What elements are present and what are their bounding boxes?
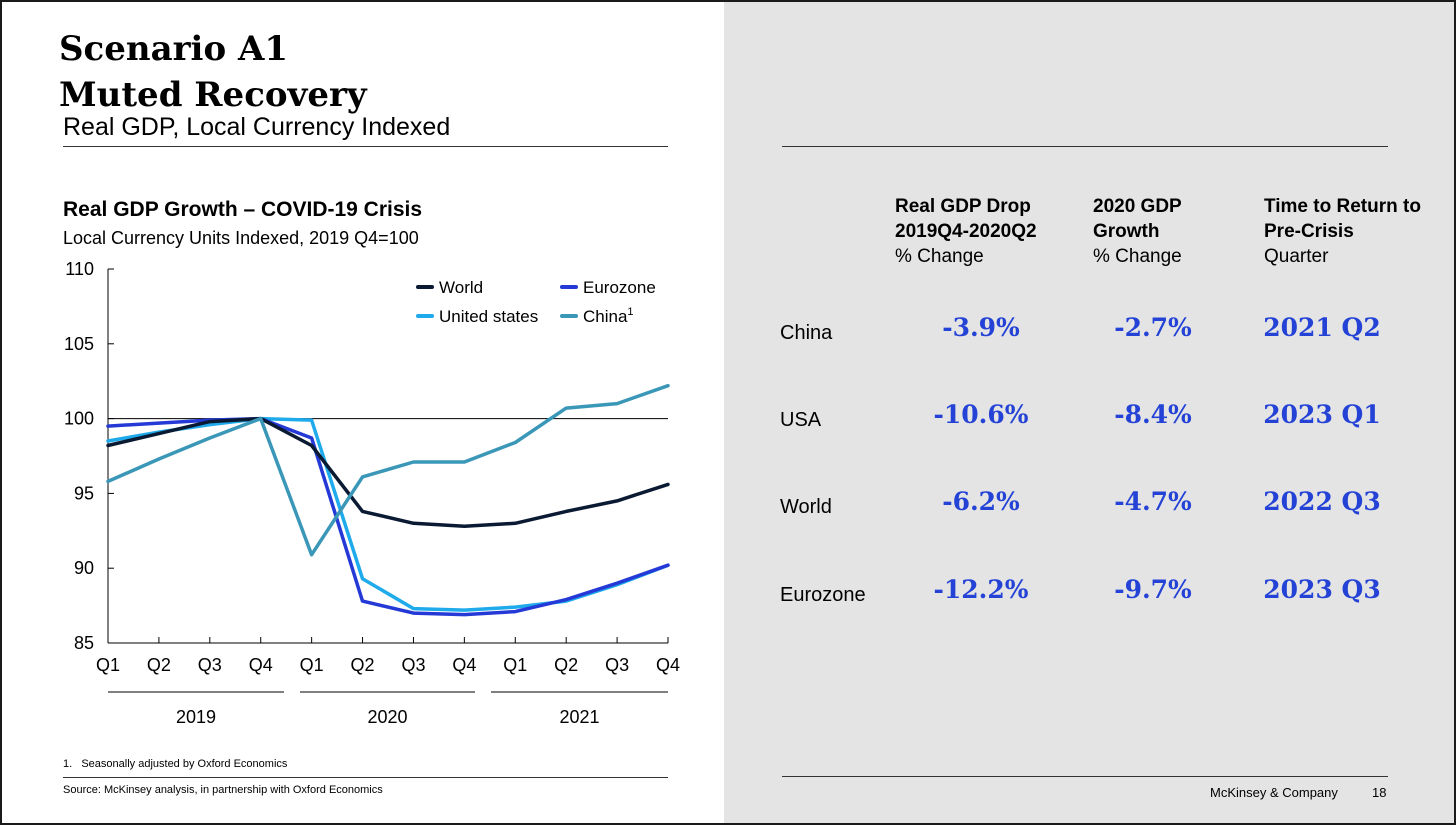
series-line-world: [106, 416, 670, 529]
growth-value: -4.7%: [1114, 487, 1192, 516]
x-tick-label: Q3: [605, 655, 629, 675]
legend-china-superscript: 1: [627, 306, 633, 318]
col-growth-title-1: 2020 GDP: [1093, 196, 1182, 217]
drop-value: -3.9%: [942, 313, 1020, 342]
column-header-return: Time to Return to Pre-Crisis Quarter: [1264, 194, 1421, 269]
row-label: USA: [780, 409, 822, 431]
return-value: 2022 Q3: [1263, 487, 1381, 516]
year-group-label: 2021: [559, 707, 599, 727]
col-return-title-1: Time to Return to: [1264, 196, 1421, 217]
x-tick-label: Q3: [401, 655, 425, 675]
x-tick-label: Q1: [96, 655, 120, 675]
slide-title: Scenario A1 Muted Recovery: [59, 26, 367, 118]
x-tick-label: Q1: [300, 655, 324, 675]
drop-value: -6.2%: [942, 487, 1020, 516]
chart-subtitle: Local Currency Units Indexed, 2019 Q4=10…: [63, 228, 419, 248]
title-line-1: Scenario A1: [59, 29, 289, 69]
x-tick-label: Q2: [554, 655, 578, 675]
legend-united-states-label: United states: [439, 307, 538, 326]
legend-world-label: World: [439, 278, 483, 297]
col-drop-unit: % Change: [895, 246, 984, 267]
x-tick-label: Q4: [452, 655, 476, 675]
row-label: China: [780, 322, 833, 344]
x-tick-label: Q4: [249, 655, 273, 675]
footer-brand: McKinsey & Company: [1210, 785, 1338, 800]
return-value: 2021 Q2: [1263, 313, 1381, 342]
x-tick-label: Q4: [656, 655, 680, 675]
year-group-label: 2020: [367, 707, 407, 727]
row-label: World: [780, 496, 832, 518]
x-tick-label: Q1: [503, 655, 527, 675]
series-line-united-states: [106, 416, 670, 612]
title-line-2: Muted Recovery: [59, 75, 367, 115]
col-growth-unit: % Change: [1093, 246, 1182, 267]
page-number: 18: [1372, 785, 1387, 800]
right-top-rule: [782, 146, 1388, 147]
col-growth-title-2: Growth: [1093, 221, 1160, 242]
y-tick-label: 85: [74, 633, 94, 653]
column-header-drop: Real GDP Drop 2019Q4-2020Q2 % Change: [895, 194, 1037, 269]
y-tick-label: 95: [74, 483, 94, 503]
growth-value: -2.7%: [1114, 313, 1192, 342]
col-return-unit: Quarter: [1264, 246, 1329, 267]
x-tick-label: Q2: [351, 655, 375, 675]
series-line-china: [106, 383, 670, 557]
return-value: 2023 Q1: [1263, 400, 1381, 429]
return-value: 2023 Q3: [1263, 575, 1381, 604]
growth-value: -9.7%: [1114, 575, 1192, 604]
footnote: 1. Seasonally adjusted by Oxford Economi…: [63, 758, 288, 770]
y-tick-label: 100: [64, 409, 94, 429]
y-tick-label: 105: [64, 334, 94, 354]
slide-subtitle: Real GDP, Local Currency Indexed: [63, 113, 451, 141]
series-line-eurozone: [106, 416, 670, 617]
x-tick-label: Q2: [147, 655, 171, 675]
growth-value: -8.4%: [1114, 400, 1192, 429]
footnote-rule: [63, 777, 668, 778]
title-rule: [63, 146, 668, 147]
footer-rule: [782, 776, 1388, 777]
year-group-label: 2019: [176, 707, 216, 727]
col-drop-title-1: Real GDP Drop: [895, 196, 1031, 217]
y-tick-label: 90: [74, 558, 94, 578]
col-drop-title-2: 2019Q4-2020Q2: [895, 221, 1037, 242]
col-return-title-2: Pre-Crisis: [1264, 221, 1354, 242]
y-tick-label: 110: [65, 259, 94, 279]
x-tick-label: Q3: [198, 655, 222, 675]
legend-china-label: China1: [583, 306, 634, 326]
drop-value: -10.6%: [933, 400, 1029, 429]
right-panel: [724, 2, 1454, 823]
legend-eurozone-label: Eurozone: [583, 278, 656, 297]
row-label: Eurozone: [780, 584, 866, 606]
drop-value: -12.2%: [933, 575, 1029, 604]
column-header-growth: 2020 GDP Growth % Change: [1093, 194, 1182, 269]
source-note: Source: McKinsey analysis, in partnershi…: [63, 784, 383, 796]
chart-title: Real GDP Growth – COVID-19 Crisis: [63, 198, 423, 221]
